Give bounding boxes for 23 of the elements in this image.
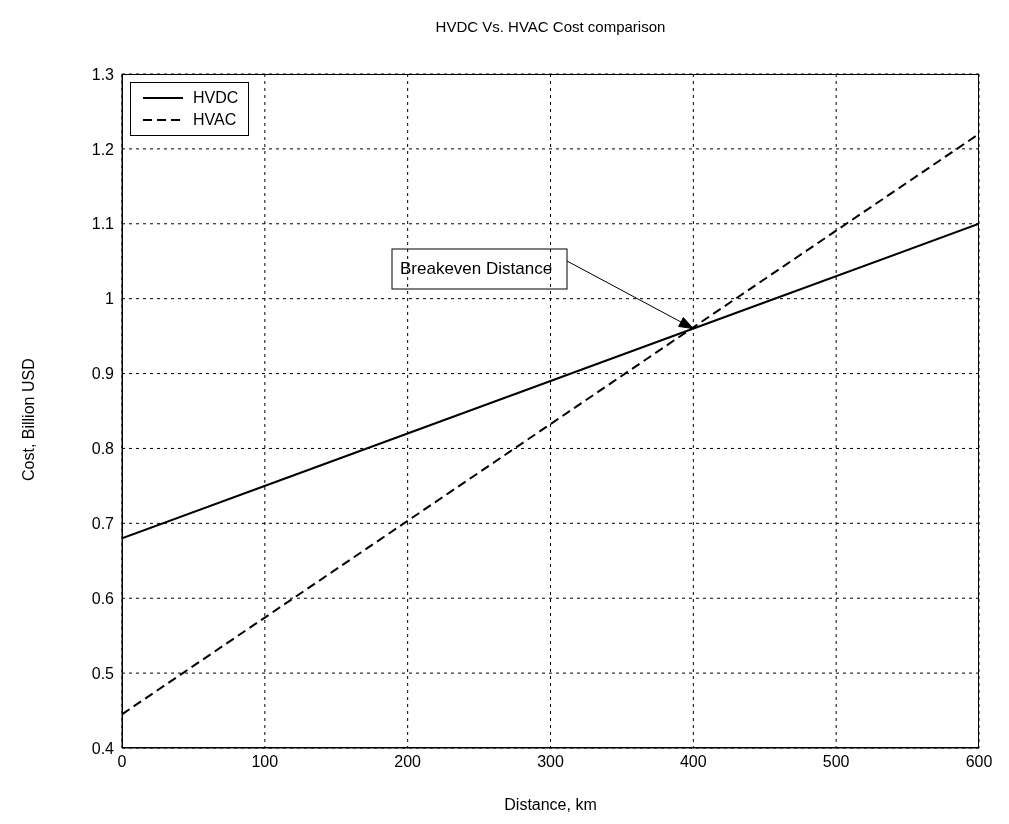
y-tick-label: 1 (105, 290, 115, 308)
x-tick-label: 100 (251, 753, 279, 771)
x-tick-label: 200 (394, 753, 422, 771)
y-tick-label: 0.5 (91, 664, 115, 682)
x-tick-label: 0 (117, 753, 127, 771)
y-tick-label: 0.6 (91, 589, 115, 607)
x-tick-label: 600 (965, 753, 993, 771)
y-axis-title: Cost, Billion USD (19, 358, 37, 481)
y-tick-label: 0.8 (91, 440, 115, 458)
y-tick-label: 0.4 (91, 739, 115, 757)
x-tick-label: 300 (537, 753, 564, 771)
y-tick-label: 0.9 (91, 365, 115, 383)
x-tick-label: 500 (822, 753, 850, 771)
x-tick-label: 400 (679, 753, 707, 771)
annotation: Breakeven Distance (400, 259, 553, 279)
y-tick-label: 1.1 (91, 215, 115, 233)
x-axis-title: Distance, km (504, 796, 597, 813)
legend-label: HVDC (193, 88, 239, 108)
y-tick-label: 1.2 (91, 140, 115, 158)
y-tick-label: 1.3 (91, 65, 115, 83)
y-tick-label: 0.7 (91, 515, 115, 533)
chart-title: HVDC Vs. HVAC Cost comparison (434, 18, 667, 35)
legend-label: HVAC (193, 110, 237, 130)
